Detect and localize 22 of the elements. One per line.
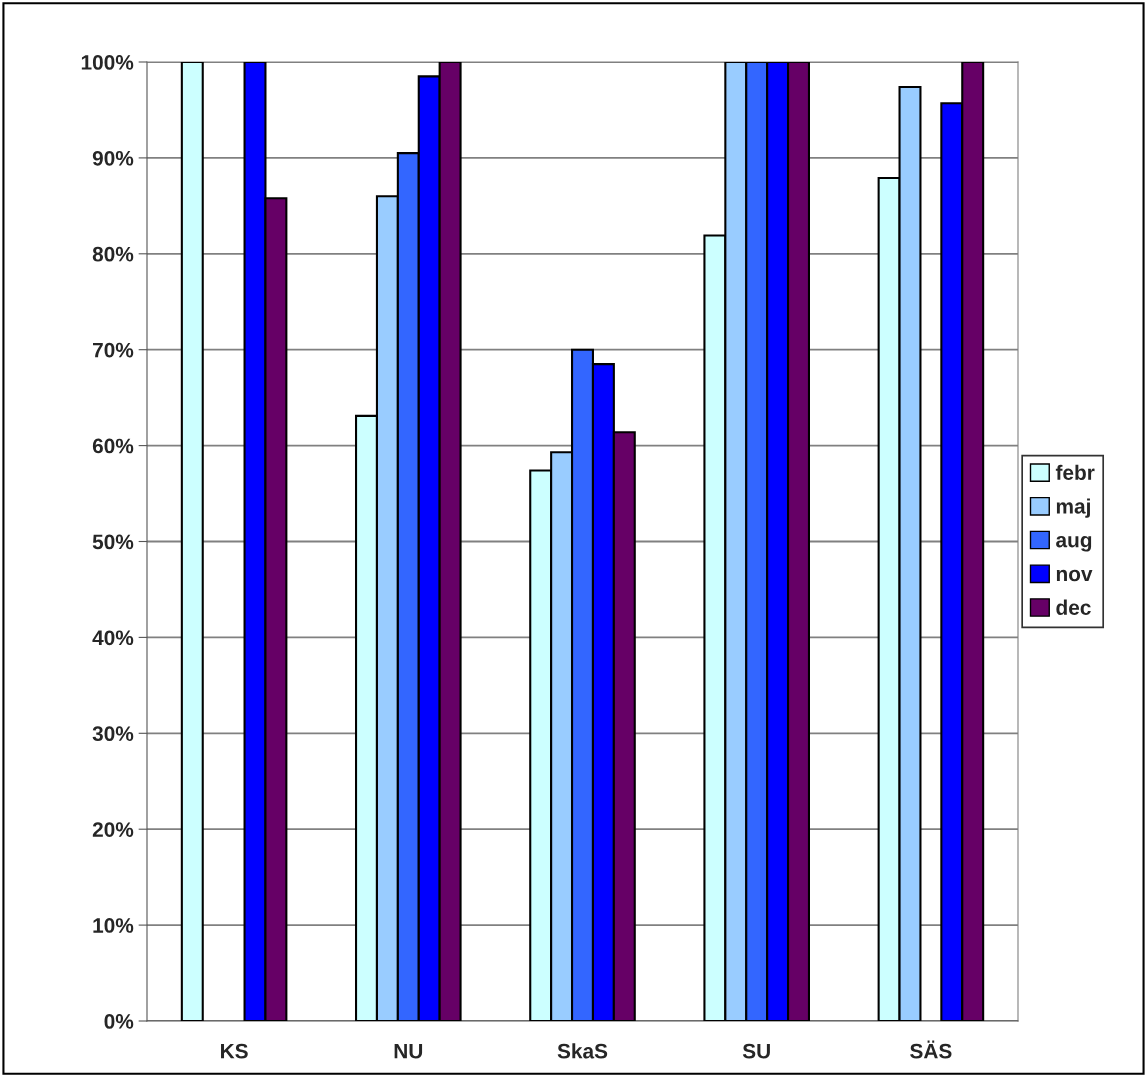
y-tick-label: 10%: [93, 918, 134, 933]
x-tick-label: SU: [742, 1043, 770, 1059]
x-tick-label: NU: [394, 1043, 423, 1059]
x-tick-label: KS: [221, 1043, 248, 1059]
y-tick-label: 0%: [104, 1014, 134, 1029]
x-tick-label: SkaS: [557, 1043, 608, 1059]
y-tick-label: 70%: [93, 342, 134, 358]
legend-label: febr: [1055, 464, 1095, 481]
y-tick-label: 100%: [81, 55, 134, 70]
y-tick-label: 60%: [92, 438, 134, 454]
y-tick-label: 40%: [92, 630, 134, 646]
legend-label: maj: [1056, 498, 1090, 518]
y-tick-label: 80%: [92, 246, 134, 262]
bar: [180, 62, 204, 1021]
legend-label: aug: [1056, 535, 1092, 552]
y-tick-label: 20%: [92, 822, 134, 837]
y-tick-label: 50%: [92, 534, 134, 550]
y-tick-label: 90%: [92, 150, 134, 166]
x-tick-label: SÄS: [910, 1040, 952, 1059]
y-tick-label: 30%: [92, 726, 134, 742]
legend-label: dec: [1056, 599, 1091, 615]
legend-label: nov: [1056, 569, 1093, 582]
